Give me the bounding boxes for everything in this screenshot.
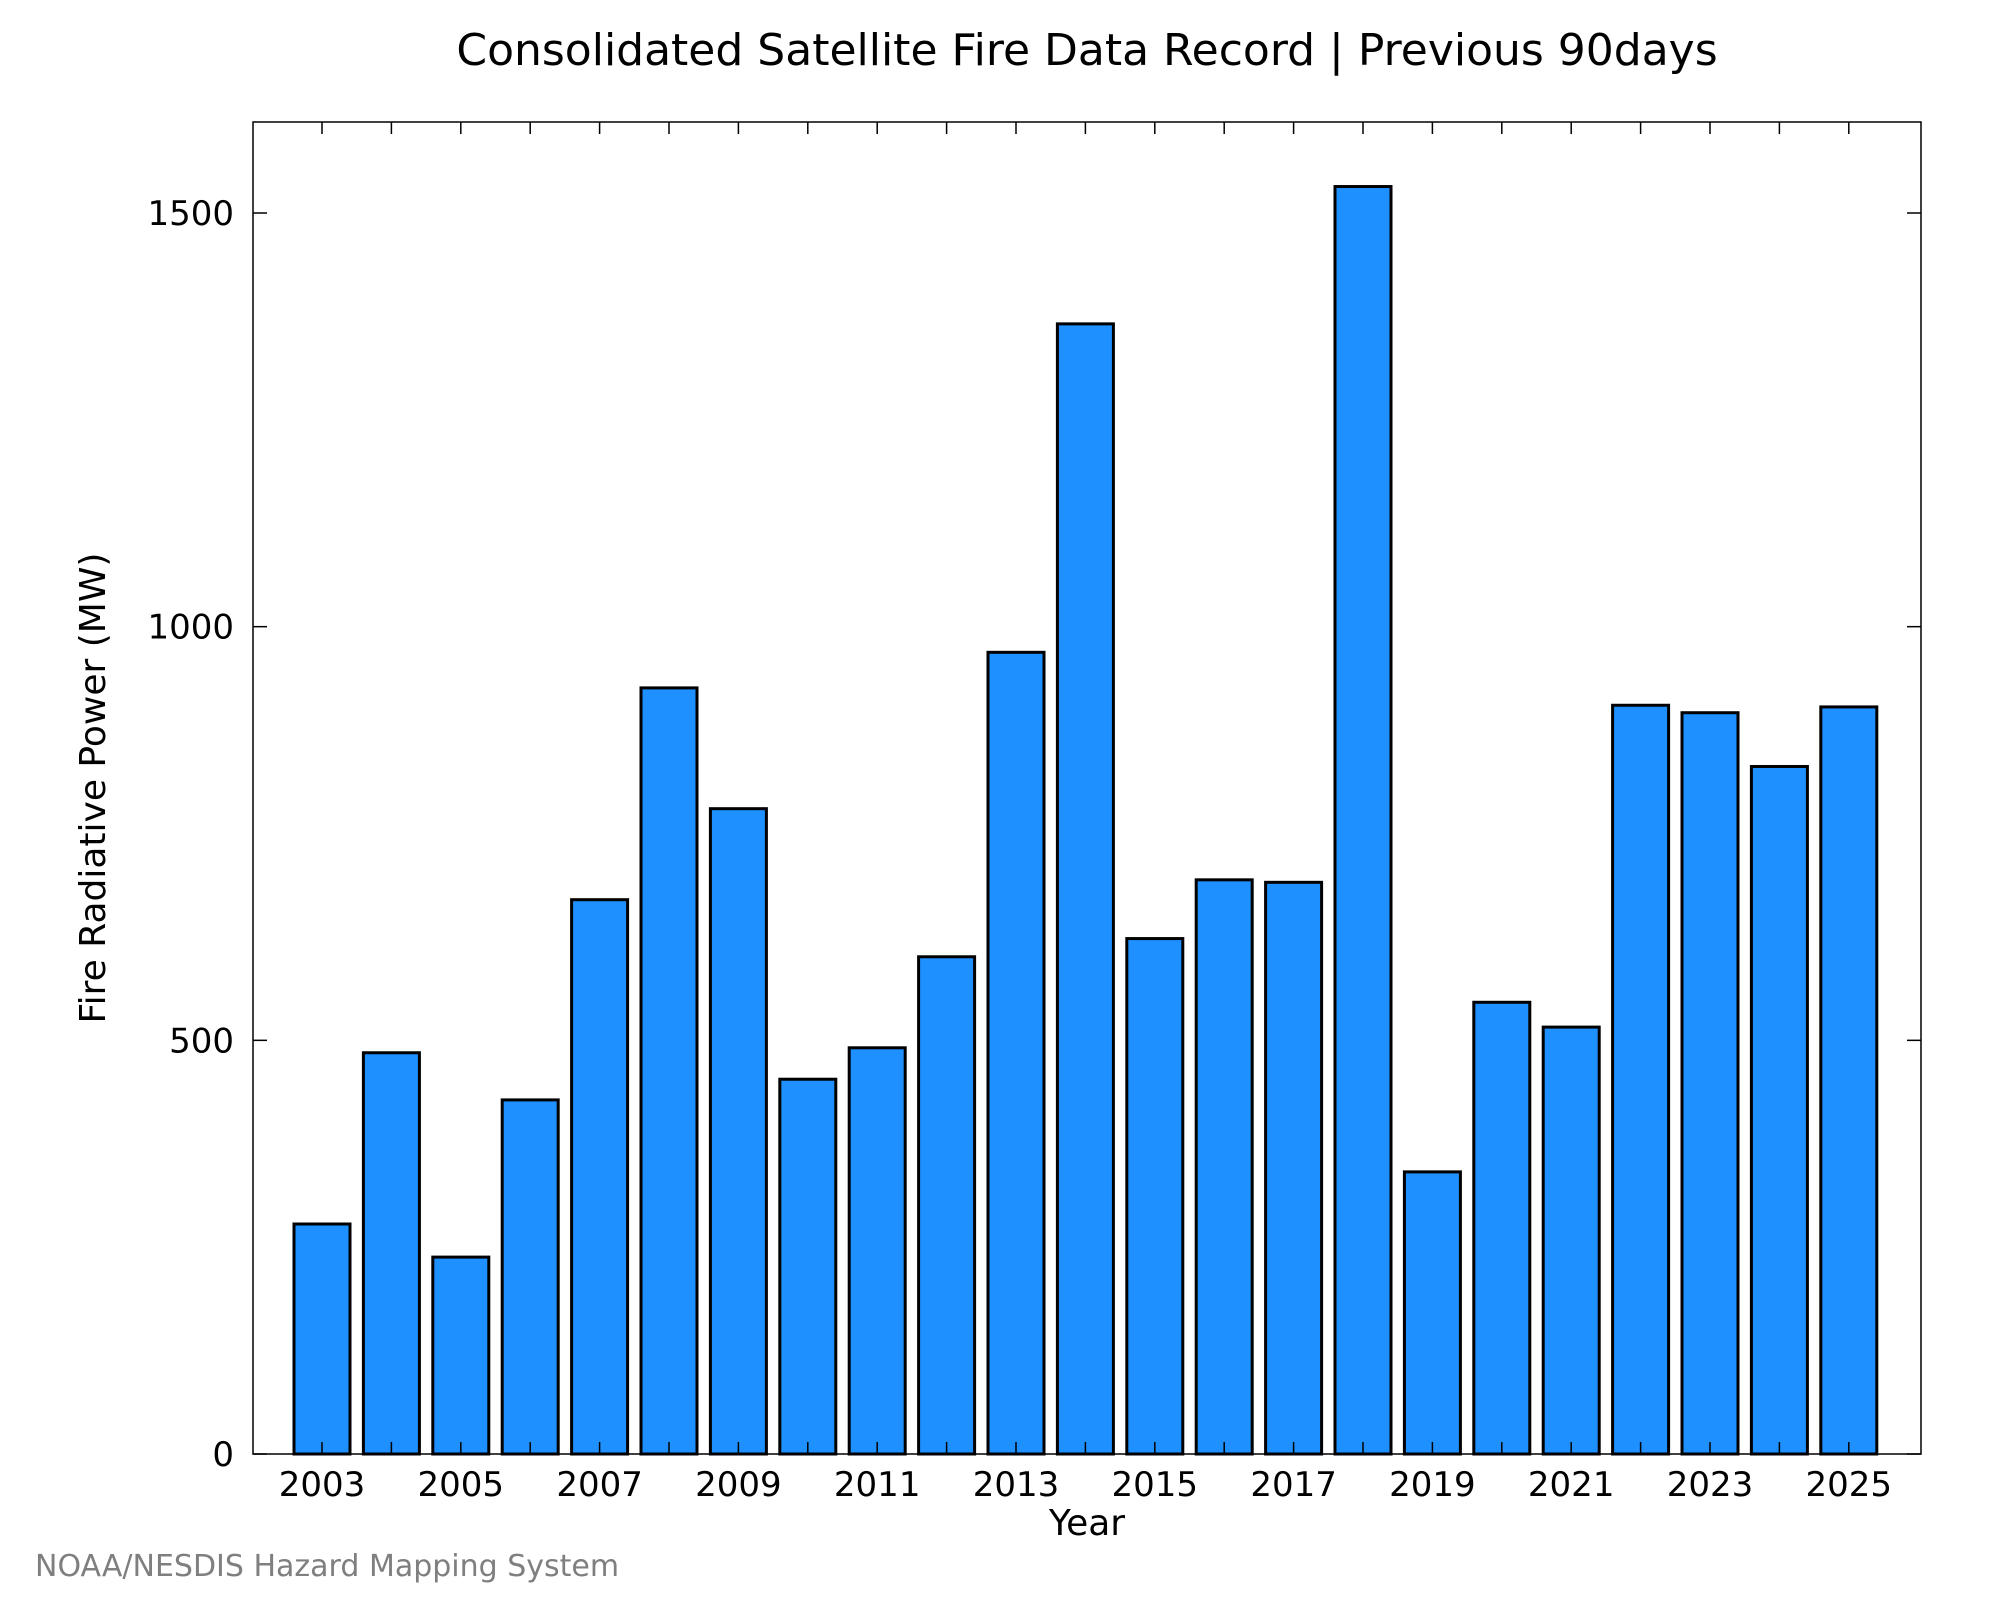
x-tick-label-2015: 2015 — [1112, 1465, 1199, 1505]
bar-2006 — [500, 1098, 560, 1456]
bar-2005 — [431, 1255, 491, 1456]
x-tick-label-2019: 2019 — [1389, 1465, 1476, 1505]
bar-2021 — [1541, 1025, 1601, 1456]
x-tick-label-2003: 2003 — [279, 1465, 366, 1505]
bar-2018 — [1333, 185, 1393, 1456]
bar-2016 — [1194, 878, 1254, 1456]
bar-2012 — [917, 955, 977, 1456]
bar-2007 — [570, 898, 630, 1456]
y-tick-label-1000: 1000 — [147, 608, 234, 648]
x-tick-label-2023: 2023 — [1667, 1465, 1754, 1505]
x-tick-label-2025: 2025 — [1806, 1465, 1893, 1505]
y-tick-label-0: 0 — [212, 1435, 234, 1475]
x-tick-label-2009: 2009 — [695, 1465, 782, 1505]
bar-2009 — [708, 807, 768, 1456]
bar-2004 — [361, 1051, 421, 1456]
x-axis-label: Year — [1048, 1503, 1125, 1544]
x-tick-label-2021: 2021 — [1528, 1465, 1615, 1505]
bar-2011 — [847, 1046, 907, 1456]
bar-2003 — [292, 1222, 352, 1456]
bar-2024 — [1749, 764, 1809, 1456]
bar-2017 — [1264, 880, 1324, 1456]
x-tick-label-2005: 2005 — [418, 1465, 505, 1505]
bar-2015 — [1125, 937, 1185, 1456]
bar-2020 — [1472, 1000, 1532, 1456]
footer-credit: NOAA/NESDIS Hazard Mapping System — [35, 1549, 619, 1584]
bar-2008 — [639, 686, 699, 1456]
y-tick-label-1500: 1500 — [147, 194, 234, 234]
ticks-group: 2003 2005 2007 2009 2011 2013 2015 2017 2019 2021… — [147, 122, 1921, 1505]
bar-2013 — [986, 650, 1046, 1456]
x-tick-label-2007: 2007 — [556, 1465, 643, 1505]
bar-2023 — [1680, 711, 1740, 1456]
chart-title: Consolidated Satellite Fire Data Record … — [456, 25, 1717, 76]
bar-2022 — [1611, 703, 1671, 1456]
y-axis-label: Fire Radiative Power (MW) — [73, 553, 114, 1024]
x-tick-label-2011: 2011 — [834, 1465, 921, 1505]
y-tick-label-500: 500 — [169, 1021, 234, 1061]
bar-2019 — [1402, 1170, 1462, 1456]
x-tick-label-2013: 2013 — [973, 1465, 1060, 1505]
bar-2010 — [778, 1077, 838, 1456]
bars-group — [292, 185, 1879, 1456]
plot-frame — [252, 121, 1922, 1455]
bar-2014 — [1055, 322, 1115, 1456]
bar-2025 — [1819, 705, 1879, 1456]
x-tick-label-2017: 2017 — [1250, 1465, 1337, 1505]
